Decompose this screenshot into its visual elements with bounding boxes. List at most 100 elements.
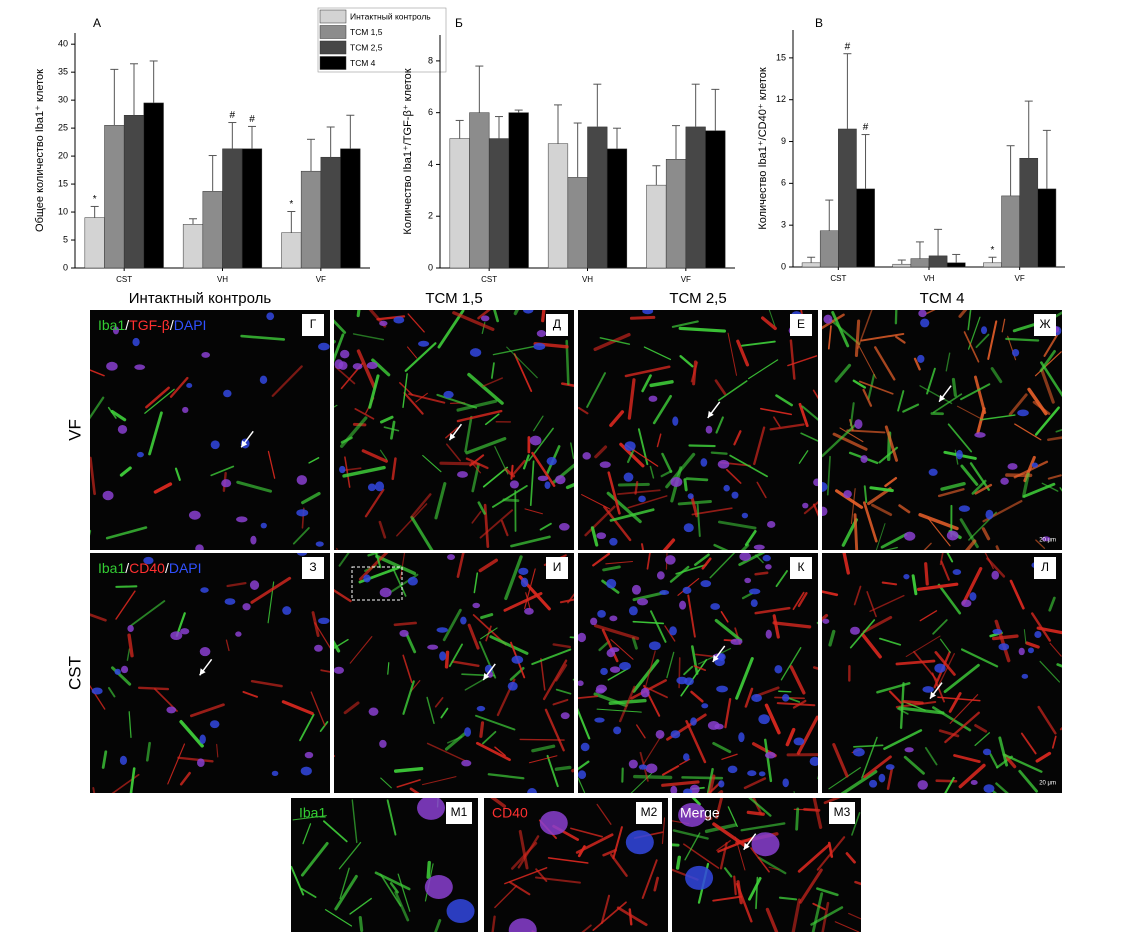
nucleus: [869, 780, 877, 788]
nucleus: [120, 756, 127, 765]
nucleus: [860, 455, 867, 463]
nucleus: [751, 832, 779, 856]
nucleus: [629, 760, 638, 769]
nucleus: [983, 749, 991, 756]
nucleus: [690, 717, 697, 725]
nucleus: [596, 532, 606, 539]
nucleus: [638, 496, 646, 503]
stain-part: DAPI: [174, 317, 207, 333]
texture: [1060, 488, 1082, 520]
nucleus: [367, 362, 378, 369]
panel-label: Б: [455, 16, 463, 30]
texture: [1058, 665, 1098, 680]
nucleus: [339, 466, 345, 473]
nucleus: [886, 764, 895, 770]
nucleus: [301, 767, 312, 776]
texture: [635, 777, 671, 778]
nucleus: [917, 355, 924, 363]
texture: [481, 723, 483, 736]
significance-mark: *: [93, 194, 97, 205]
nucleus: [508, 682, 518, 691]
nucleus: [559, 523, 570, 531]
nucleus: [282, 606, 291, 615]
nucleus: [665, 555, 676, 564]
legend-label: ТСМ 4: [350, 58, 376, 68]
nucleus: [524, 608, 534, 615]
nucleus: [656, 730, 665, 739]
panel-letter: З: [309, 560, 316, 574]
nucleus: [427, 645, 438, 650]
nucleus: [731, 639, 743, 645]
texture: [511, 466, 512, 479]
bar: [470, 113, 490, 268]
legend-swatch: [320, 41, 346, 54]
texture: [756, 573, 768, 574]
nucleus: [596, 685, 607, 693]
column-header: ТСМ 1,5: [425, 290, 482, 307]
panel-label: В: [815, 16, 823, 30]
nucleus: [369, 707, 379, 715]
nucleus: [609, 538, 617, 546]
texture: [712, 453, 727, 454]
y-tick-label: 0: [63, 262, 68, 272]
scale-bar-label: 20 μm: [1039, 781, 1056, 787]
nucleus: [121, 666, 128, 673]
nucleus: [974, 432, 985, 438]
bar: [983, 263, 1001, 267]
nucleus: [738, 732, 744, 742]
nucleus: [879, 774, 886, 783]
nucleus: [200, 647, 211, 656]
y-tick-label: 0: [781, 261, 786, 271]
bar: [1002, 196, 1020, 267]
nucleus: [961, 600, 971, 608]
bar: [568, 177, 588, 268]
nucleus: [236, 516, 248, 522]
bar: [947, 263, 965, 267]
nucleus: [380, 588, 392, 598]
nucleus: [115, 669, 121, 675]
nucleus: [920, 318, 929, 327]
nucleus: [670, 477, 682, 487]
nucleus: [443, 391, 453, 398]
nucleus: [794, 738, 805, 746]
panel-letter: М1: [451, 805, 468, 819]
nucleus: [853, 748, 865, 756]
column-header: ТСМ 2,5: [669, 290, 726, 307]
bar: [893, 264, 911, 267]
nucleus: [314, 645, 323, 652]
texture: [896, 292, 897, 323]
panel-letter: Г: [310, 317, 317, 331]
nucleus: [1034, 631, 1041, 638]
nucleus: [533, 343, 545, 350]
x-tick-label: CST: [116, 275, 132, 284]
bar: [282, 233, 302, 268]
stain-label: CD40: [492, 805, 528, 821]
nucleus: [521, 578, 528, 588]
nucleus: [632, 585, 641, 595]
bar: [1038, 189, 1056, 267]
nucleus: [759, 771, 766, 776]
nucleus: [818, 507, 827, 516]
nucleus: [134, 364, 145, 370]
y-tick-label: 6: [428, 107, 433, 117]
nucleus: [368, 484, 376, 492]
micrograph: К: [556, 541, 845, 828]
panel-letter: Е: [797, 317, 805, 331]
nucleus: [266, 312, 274, 320]
nucleus: [200, 735, 206, 744]
nucleus: [481, 315, 490, 321]
texture: [93, 788, 100, 824]
bar: [856, 189, 874, 267]
nucleus: [527, 788, 537, 798]
significance-mark: #: [249, 114, 255, 125]
nucleus: [260, 376, 267, 384]
stain-part: DAPI: [169, 560, 202, 576]
texture: [532, 931, 543, 937]
nucleus: [747, 770, 756, 776]
nucleus: [782, 694, 789, 702]
nucleus: [917, 780, 927, 790]
